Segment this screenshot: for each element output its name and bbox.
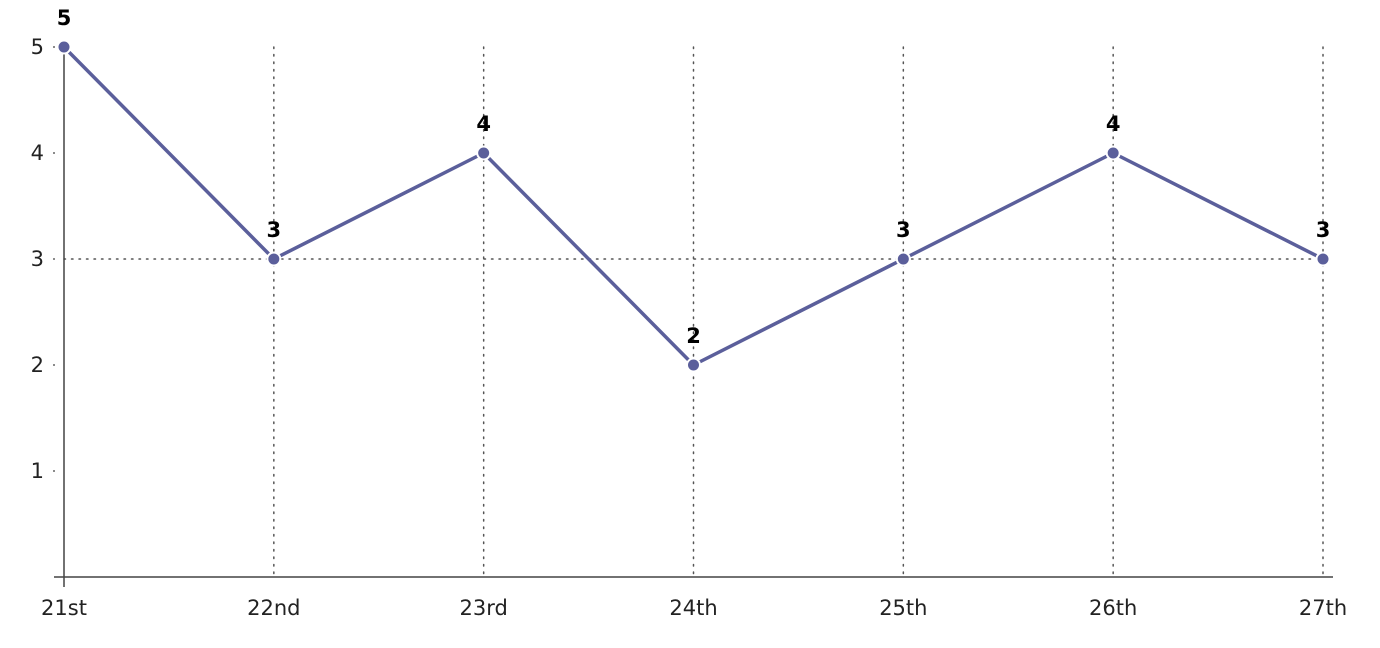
data-point bbox=[476, 145, 492, 161]
x-tick-label: 23rd bbox=[460, 596, 508, 620]
x-tick-label: 24th bbox=[669, 596, 717, 620]
data-label: 3 bbox=[1316, 218, 1331, 242]
y-tick-mark bbox=[53, 470, 55, 472]
y-tick-mark bbox=[53, 46, 55, 48]
data-point bbox=[56, 39, 72, 55]
data-label: 3 bbox=[896, 218, 911, 242]
series-layer bbox=[56, 39, 1331, 373]
data-label: 4 bbox=[1106, 112, 1121, 136]
data-label: 4 bbox=[476, 112, 491, 136]
x-tick-label: 27th bbox=[1299, 596, 1347, 620]
x-tick-label: 22nd bbox=[247, 596, 300, 620]
y-tick-mark bbox=[53, 152, 55, 154]
data-label: 5 bbox=[57, 6, 72, 30]
axis-layer: 1 2 3 4 5 21st 22nd 23rd 24th 25th 26th 27th bbox=[31, 35, 1348, 620]
grid-layer bbox=[63, 46, 1324, 578]
y-tick-mark bbox=[53, 364, 55, 366]
label-layer: 5 3 4 2 3 4 3 bbox=[57, 6, 1331, 348]
data-label: 2 bbox=[686, 324, 701, 348]
y-tick-label: 2 bbox=[31, 353, 44, 377]
y-tick-label: 3 bbox=[31, 247, 44, 271]
x-tick-label: 26th bbox=[1089, 596, 1137, 620]
x-tick-label: 25th bbox=[879, 596, 927, 620]
data-point bbox=[266, 251, 282, 267]
y-tick-mark bbox=[53, 258, 55, 260]
data-point bbox=[1105, 145, 1121, 161]
data-point bbox=[686, 357, 701, 373]
y-tick-label: 5 bbox=[31, 35, 44, 59]
x-tick-label: 21st bbox=[41, 596, 87, 620]
y-tick-label: 1 bbox=[31, 459, 44, 483]
data-label: 3 bbox=[267, 218, 282, 242]
y-tick-label: 4 bbox=[31, 141, 44, 165]
data-point bbox=[895, 251, 911, 267]
data-point bbox=[1315, 251, 1331, 267]
